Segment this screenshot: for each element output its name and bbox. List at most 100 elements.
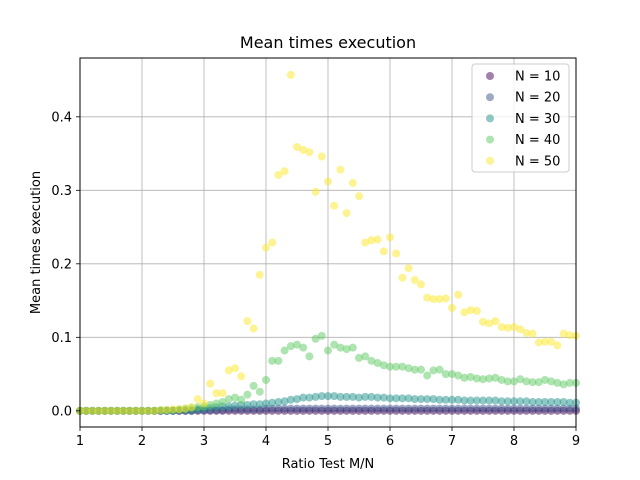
data-point: [497, 404, 506, 413]
data-point: [429, 404, 438, 413]
data-point: [367, 392, 376, 401]
data-point: [522, 397, 531, 406]
legend-label: N = 10: [515, 70, 560, 85]
data-point: [522, 328, 531, 337]
data-point: [367, 404, 376, 413]
legend-marker: [486, 135, 494, 144]
data-point: [534, 404, 543, 413]
data-point: [231, 364, 239, 373]
data-point: [497, 375, 506, 384]
y-tick-label: 0.0: [51, 404, 72, 419]
data-point: [503, 323, 512, 332]
data-point: [324, 177, 332, 186]
data-point: [516, 404, 525, 413]
data-point: [460, 404, 469, 413]
data-point: [299, 393, 308, 402]
data-point: [336, 392, 345, 401]
data-point: [528, 378, 537, 387]
data-point: [479, 317, 487, 326]
data-point: [305, 404, 314, 413]
data-point: [547, 377, 556, 386]
data-point: [547, 404, 556, 413]
data-point: [237, 372, 246, 381]
data-point: [547, 337, 556, 346]
data-point: [361, 238, 370, 247]
data-point: [485, 396, 494, 405]
data-point: [280, 346, 289, 355]
data-point: [398, 273, 407, 282]
data-point: [299, 145, 308, 154]
data-point: [138, 406, 146, 415]
data-point: [249, 324, 258, 333]
x-tick-label: 6: [386, 434, 394, 449]
data-point: [386, 362, 394, 371]
x-tick-label: 8: [510, 434, 518, 449]
legend-marker: [486, 93, 494, 102]
data-point: [472, 396, 481, 405]
data-point: [243, 400, 252, 409]
data-point: [410, 365, 419, 374]
data-point: [125, 406, 134, 415]
data-point: [503, 404, 512, 413]
data-point: [348, 404, 357, 413]
data-point: [237, 395, 246, 404]
data-point: [541, 337, 549, 346]
data-point: [472, 404, 481, 413]
data-point: [435, 395, 444, 404]
data-point: [559, 398, 568, 407]
data-point: [293, 395, 301, 404]
data-point: [379, 247, 388, 256]
data-point: [553, 378, 562, 387]
data-point: [286, 342, 295, 351]
data-point: [559, 329, 568, 338]
data-point: [417, 365, 425, 374]
data-point: [317, 152, 326, 161]
data-point: [373, 393, 382, 402]
data-point: [485, 404, 494, 413]
data-point: [311, 187, 320, 196]
data-point: [404, 264, 413, 273]
legend-label: N = 50: [515, 154, 560, 169]
data-point: [479, 396, 487, 405]
data-point: [373, 235, 382, 244]
data-point: [231, 393, 239, 402]
data-point: [144, 406, 153, 415]
y-tick-label: 0.3: [51, 184, 72, 199]
legend: N = 10 N = 20 N = 30 N = 40 N = 50: [471, 63, 570, 173]
data-point: [510, 377, 518, 386]
data-point: [262, 375, 270, 384]
data-point: [305, 352, 314, 361]
legend-box: [471, 63, 570, 173]
data-point: [466, 404, 475, 413]
data-point: [559, 380, 568, 389]
data-point: [429, 295, 438, 304]
x-axis-label: Ratio Test M/N: [282, 457, 375, 472]
data-point: [193, 403, 202, 412]
y-tick-label: 0.4: [51, 110, 72, 125]
data-point: [559, 404, 568, 413]
data-point: [94, 406, 103, 415]
x-tick-label: 7: [448, 434, 456, 449]
data-point: [435, 295, 444, 304]
data-point: [441, 404, 450, 413]
data-point: [417, 395, 425, 404]
data-point: [212, 399, 221, 408]
data-point: [262, 399, 270, 408]
y-tick-label: 0.2: [51, 257, 72, 272]
data-point: [516, 325, 525, 334]
data-point: [330, 392, 339, 401]
data-point: [528, 398, 537, 407]
data-point: [398, 404, 407, 413]
data-point: [367, 356, 376, 365]
legend-marker: [486, 72, 494, 80]
data-point: [516, 375, 525, 384]
data-point: [404, 404, 413, 413]
data-point: [224, 395, 233, 404]
data-point: [113, 406, 122, 415]
data-point: [386, 394, 394, 403]
data-point: [274, 398, 283, 407]
data-point: [175, 405, 184, 414]
data-point: [311, 334, 320, 343]
